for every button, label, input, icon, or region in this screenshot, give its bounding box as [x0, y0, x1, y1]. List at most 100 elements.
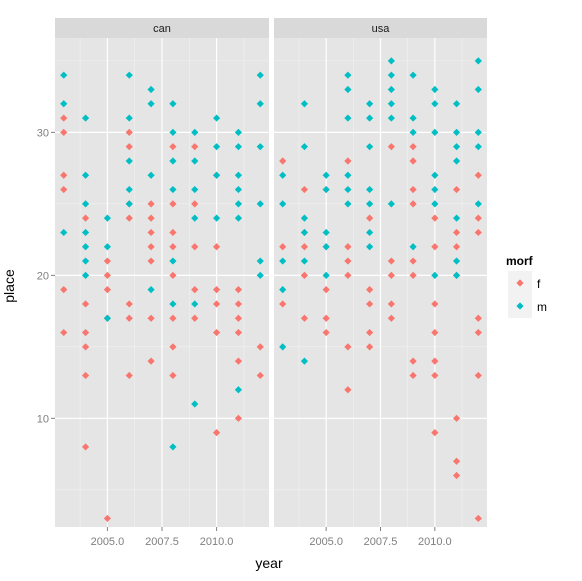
data-point-can-m [191, 214, 199, 222]
data-point-usa-f [452, 243, 461, 251]
data-point-usa-m [344, 200, 352, 208]
data-point-usa-f [452, 414, 461, 422]
data-point-can-m [125, 157, 133, 165]
data-point-can-m [256, 200, 264, 208]
data-point-can-m [60, 71, 68, 79]
data-point-usa-f [431, 328, 439, 337]
data-point-usa-f [409, 357, 417, 365]
data-point-usa-m [474, 85, 482, 94]
data-point-can-f [147, 357, 155, 365]
data-point-can-m [81, 228, 90, 237]
data-point-usa-f [366, 286, 374, 294]
data-point-can-f [60, 286, 68, 294]
data-point-can-f [169, 200, 177, 208]
data-point-can-f [256, 343, 264, 351]
data-point-usa-f [344, 343, 352, 351]
data-point-can-m [256, 257, 264, 265]
data-point-usa-m [409, 128, 417, 136]
data-point-usa-f [300, 314, 309, 322]
x-tick-label: 2005.0 [309, 536, 343, 548]
data-point-can-m [212, 114, 221, 122]
data-point-usa-m [452, 271, 461, 279]
data-point-usa-f [409, 271, 417, 279]
data-point-can-m [256, 71, 264, 79]
data-point-usa-f [387, 300, 395, 308]
data-point-usa-m [344, 171, 352, 179]
data-point-usa-m [474, 200, 482, 208]
data-point-can-m [191, 157, 199, 165]
data-point-usa-m [387, 200, 395, 208]
data-point-can-m [103, 214, 112, 222]
data-point-usa-f [387, 314, 395, 322]
data-point-usa-m [452, 128, 461, 136]
x-tick-label: 2007.5 [145, 536, 179, 548]
data-point-can-f [125, 371, 133, 380]
data-point-usa-m [387, 85, 395, 94]
data-point-usa-f [387, 271, 395, 279]
data-point-can-f [169, 243, 177, 251]
data-point-usa-m [366, 114, 374, 122]
legend-title: morf [506, 254, 534, 268]
legend-label-f: f [537, 277, 541, 291]
data-point-usa-m [279, 343, 287, 351]
data-point-usa-f [366, 214, 374, 222]
data-point-usa-f [409, 257, 417, 265]
data-point-can-m [191, 400, 199, 408]
data-point-usa-f [431, 243, 439, 251]
data-point-usa-m [387, 100, 395, 108]
data-point-usa-f [344, 157, 352, 165]
data-point-usa-m [300, 228, 309, 237]
data-point-can-m [234, 214, 243, 222]
data-point-can-m [169, 300, 177, 308]
data-point-can-f [81, 328, 90, 337]
data-point-usa-m [322, 171, 330, 179]
data-point-usa-f [366, 300, 374, 308]
data-point-usa-f [387, 143, 395, 151]
data-point-usa-f [409, 371, 417, 380]
data-point-can-f [169, 228, 177, 237]
data-point-can-m [212, 143, 221, 151]
data-point-usa-f [279, 157, 287, 165]
data-point-usa-m [474, 57, 482, 65]
data-point-can-m [125, 114, 133, 122]
data-point-can-m [81, 271, 90, 279]
data-point-usa-f [300, 271, 309, 279]
data-point-can-f [169, 314, 177, 322]
data-point-can-m [147, 171, 155, 179]
data-point-can-f [147, 257, 155, 265]
legend: morf f m [506, 254, 547, 318]
data-point-can-f [191, 243, 199, 251]
x-axis-title: year [255, 555, 283, 571]
data-point-usa-m [431, 128, 439, 136]
data-point-usa-m [279, 171, 287, 179]
data-point-can-m [191, 185, 199, 194]
data-point-can-f [169, 143, 177, 151]
data-point-usa-m [409, 114, 417, 122]
data-point-usa-m [452, 157, 461, 165]
data-point-usa-f [474, 514, 482, 523]
data-point-can-m [256, 143, 264, 151]
data-point-usa-m [300, 357, 309, 365]
data-point-usa-f [431, 357, 439, 365]
x-tick-label: 2005.0 [91, 536, 125, 548]
data-point-usa-m [474, 128, 482, 136]
data-point-usa-m [452, 143, 461, 151]
data-point-can-f [103, 514, 112, 523]
data-point-usa-f [300, 243, 309, 251]
data-point-usa-m [279, 286, 287, 294]
data-point-can-m [81, 200, 90, 208]
data-point-can-f [147, 314, 155, 322]
data-point-can-m [234, 128, 243, 136]
data-point-usa-m [452, 214, 461, 222]
data-point-usa-f [344, 257, 352, 265]
data-point-usa-m [431, 171, 439, 179]
data-point-usa-f [322, 328, 330, 337]
data-point-can-f [234, 286, 243, 294]
data-point-usa-f [452, 185, 461, 194]
data-point-can-f [234, 357, 243, 365]
facet-strip-can [55, 18, 269, 38]
data-point-can-f [212, 300, 221, 308]
data-point-can-f [212, 328, 221, 337]
data-point-can-m [234, 386, 243, 394]
data-point-can-m [191, 128, 199, 136]
